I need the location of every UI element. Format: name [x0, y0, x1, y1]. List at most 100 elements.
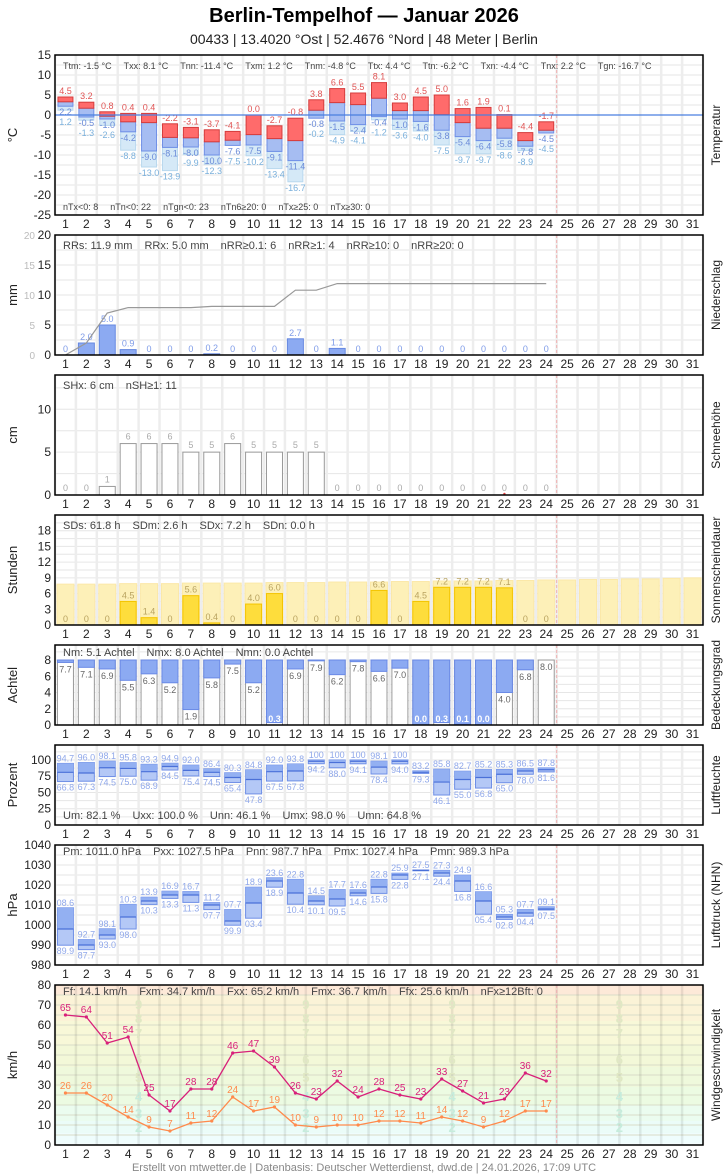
- tmax-label: 0.4: [143, 102, 156, 112]
- possible-sunshine-bar: [620, 578, 639, 626]
- x-tick-label: 29: [644, 1147, 658, 1161]
- x-tick-label: 11: [268, 727, 281, 741]
- mean-wind-label: 20: [102, 1093, 114, 1104]
- x-tick-label: 23: [519, 497, 533, 511]
- max-label: 11.2: [203, 893, 220, 903]
- beaufort-number: 7: [302, 1026, 309, 1041]
- x-tick-label: 3: [104, 727, 111, 741]
- possible-sunshine-bar: [558, 579, 577, 626]
- x-tick-label: 7: [188, 217, 195, 231]
- mean-wind-label: 9: [146, 1115, 152, 1126]
- tground-label: -0.2: [309, 129, 325, 139]
- gust-point: [210, 1087, 214, 1091]
- cloud-label: 6.8: [519, 672, 532, 682]
- summary-stat: nRR≥20: 0: [411, 240, 464, 252]
- x-tick-label: 18: [414, 727, 428, 741]
- precip-label: 1.1: [331, 337, 344, 347]
- plot-frame: [54, 984, 704, 1146]
- x-tick-label: 25: [560, 1147, 574, 1161]
- tmax-label: 3.8: [310, 89, 323, 99]
- x-tick-label: 7: [188, 1147, 195, 1161]
- mean-wind-point: [105, 1103, 109, 1107]
- min-label: 14.6: [349, 897, 367, 907]
- tmin-label: -9.0: [141, 152, 157, 162]
- x-tick-label: 5: [146, 497, 153, 511]
- tground-label: -13.4: [264, 170, 285, 180]
- x-tick-label: 31: [686, 1147, 700, 1161]
- summary-stat: nTx<0: 8: [63, 202, 98, 212]
- y2-tick-label: 0: [29, 351, 35, 362]
- snow-bar: [265, 451, 283, 496]
- max-label: 98.1: [98, 751, 116, 761]
- range-upper-part: [182, 891, 199, 895]
- range-upper-part: [287, 879, 304, 893]
- beaufort-band: [55, 1133, 703, 1143]
- x-tick-label: 4: [125, 967, 132, 981]
- x-tick-label: 17: [393, 357, 407, 371]
- cloud-label: 0.3: [435, 714, 448, 724]
- y-tick-label: 50: [38, 785, 52, 799]
- beaufort-number: 5: [449, 1070, 456, 1085]
- x-tick-label: 12: [289, 357, 303, 371]
- x-tick-label: 19: [435, 627, 449, 641]
- snow-label: 0: [439, 483, 444, 493]
- sunshine-bar: [265, 593, 283, 626]
- x-tick-label: 21: [477, 627, 491, 641]
- cloud-clear-part: [182, 659, 200, 711]
- y-tick-label: 9: [44, 571, 51, 585]
- panel-title: Bedeckungsgrad: [709, 640, 723, 730]
- min-label: 65.0: [496, 784, 514, 794]
- x-tick-label: 22: [498, 217, 512, 231]
- mean-wind-point: [544, 1109, 548, 1113]
- x-tick-label: 10: [247, 827, 261, 841]
- x-tick-label: 15: [351, 357, 365, 371]
- beaufort-number: 8: [449, 1011, 456, 1026]
- x-tick-label: 6: [167, 827, 174, 841]
- tmax-bar: [329, 88, 346, 104]
- beaufort-number: 8: [135, 1011, 142, 1026]
- min-label: 05.4: [475, 915, 493, 925]
- sunshine-bar: [454, 586, 472, 626]
- gust-point: [147, 1093, 151, 1097]
- cloud-clear-part: [495, 659, 513, 694]
- x-tick-label: 31: [686, 217, 700, 231]
- x-tick-label: 25: [560, 967, 574, 981]
- x-tick-label: 23: [519, 627, 533, 641]
- max-label: 85.2: [475, 760, 493, 770]
- cloud-label: 7.9: [310, 663, 323, 673]
- summary-stat: nTn<0: 22: [110, 202, 151, 212]
- range-upper-part: [475, 891, 492, 901]
- x-tick-label: 20: [456, 217, 470, 231]
- mean-wind-point: [147, 1125, 151, 1129]
- y-tick-label: 10: [38, 1118, 52, 1132]
- sunshine-label: 1.4: [143, 607, 156, 617]
- sunshine-label: 0: [84, 614, 89, 624]
- tmin-bar: [245, 134, 262, 146]
- tmin-bar: [454, 122, 471, 138]
- tmax-label: 5.5: [352, 82, 365, 92]
- y-tick-label: 0: [44, 1138, 51, 1152]
- max-label: 17.6: [349, 880, 367, 890]
- max-label: 85.3: [496, 760, 514, 770]
- sunshine-bar: [119, 600, 137, 626]
- max-label: 100: [351, 750, 366, 760]
- x-tick-label: 11: [268, 497, 281, 511]
- precip-bar: [119, 349, 137, 356]
- range-upper-part: [78, 939, 95, 945]
- max-label: 13.9: [140, 887, 158, 897]
- precip-label: 0: [167, 344, 172, 354]
- summary-stat: Uxx: 100.0 %: [132, 810, 198, 822]
- x-tick-label: 25: [560, 497, 574, 511]
- x-tick-label: 29: [644, 357, 658, 371]
- x-tick-label: 9: [229, 827, 236, 841]
- snow-label: 0: [84, 483, 89, 493]
- sunshine-label: 4.5: [122, 590, 135, 600]
- mean-wind-point: [335, 1123, 339, 1127]
- snow-label: 5: [314, 440, 319, 450]
- x-tick-label: 17: [393, 827, 407, 841]
- x-tick-label: 12: [289, 727, 303, 741]
- min-label: 74.5: [203, 778, 221, 788]
- x-tick-label: 26: [581, 1147, 595, 1161]
- x-tick-label: 16: [372, 827, 386, 841]
